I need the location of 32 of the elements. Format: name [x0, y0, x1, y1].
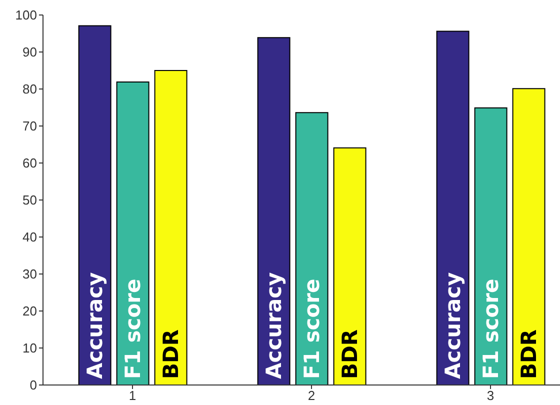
y-tick-label: 50	[22, 192, 37, 208]
bar	[333, 147, 366, 385]
x-tick-label: 2	[308, 388, 316, 404]
text: Accuracy	[262, 272, 286, 379]
text: F1 score	[479, 278, 504, 379]
bar	[257, 37, 290, 385]
y-tick-label: 20	[22, 304, 37, 319]
y-tick-label: 60	[22, 156, 37, 171]
bar	[154, 70, 188, 385]
y-tick-label: 30	[22, 266, 37, 282]
series-label: Accuracy	[83, 272, 108, 379]
x-tick-label: 3	[486, 388, 494, 404]
text: F1 score	[300, 278, 324, 379]
y-tick-label: 90	[22, 44, 37, 60]
bar	[474, 107, 508, 385]
y-tick-label: 100	[15, 8, 37, 23]
x-tick-label: 1	[128, 388, 136, 404]
text: BDR	[338, 329, 362, 379]
y-tick-label: 70	[22, 118, 37, 134]
bar	[436, 30, 470, 385]
text: BDR	[159, 329, 184, 379]
series-label: BDR	[517, 329, 542, 379]
series-label: F1 score	[121, 278, 146, 379]
bar	[116, 81, 150, 385]
y-tick-label: 40	[22, 230, 37, 245]
bar	[295, 112, 328, 385]
y-tick-label: 80	[22, 82, 37, 97]
bar	[78, 25, 112, 385]
y-tick-label: 10	[22, 340, 37, 356]
bar	[512, 88, 546, 385]
y-tick-label: 0	[30, 378, 37, 393]
text: Accuracy	[441, 272, 466, 379]
